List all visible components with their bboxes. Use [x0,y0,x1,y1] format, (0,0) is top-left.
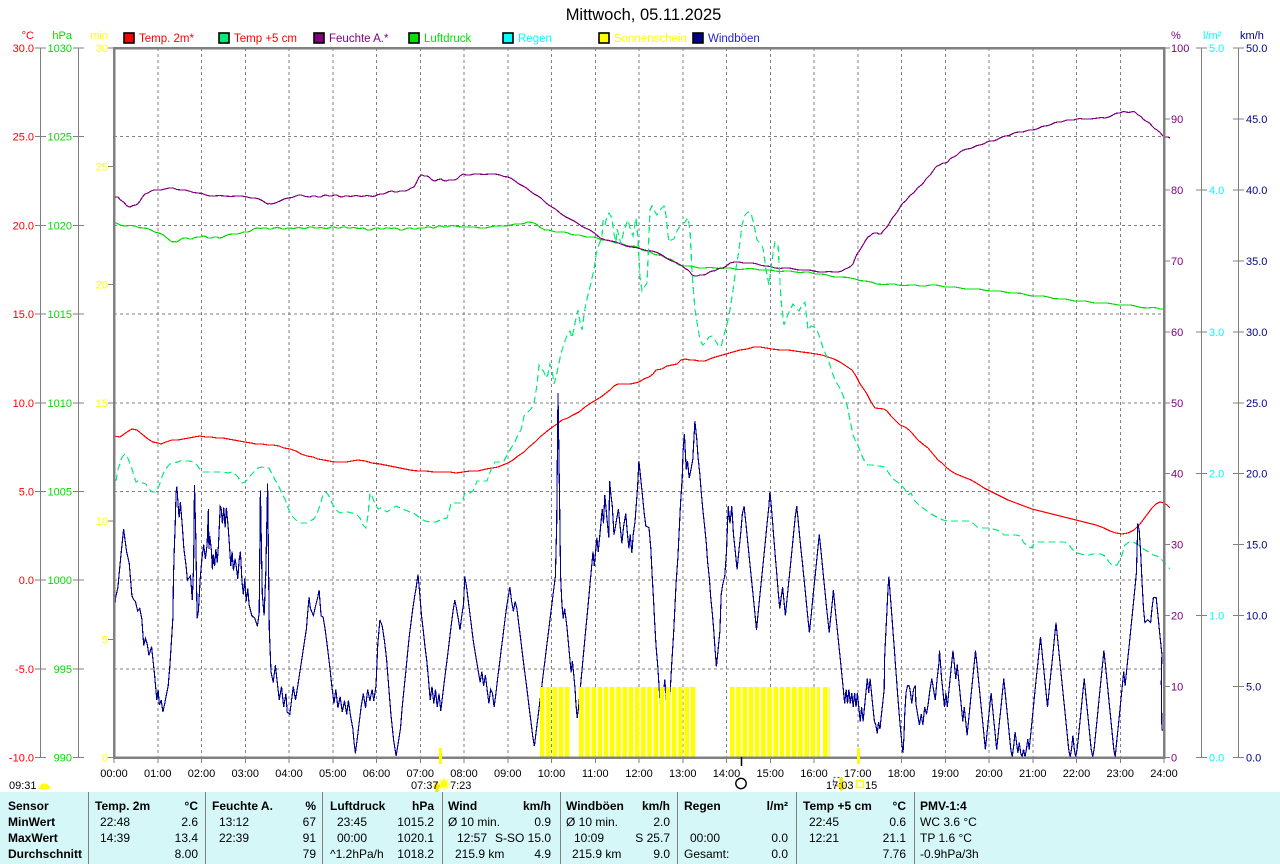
svg-text:09:31: 09:31 [9,780,37,792]
svg-text:30: 30 [96,43,108,55]
svg-text:70: 70 [1171,256,1183,268]
svg-text:30: 30 [1171,540,1183,552]
svg-text:02:00: 02:00 [188,768,216,780]
svg-text:1015: 1015 [48,309,72,321]
svg-text:12:00: 12:00 [625,768,653,780]
svg-text:22:00: 22:00 [1063,768,1091,780]
svg-text:5: 5 [102,634,108,646]
svg-text:Temp +5 cm: Temp +5 cm [234,33,297,45]
svg-text:Feuchte A.*: Feuchte A.* [329,33,389,45]
svg-text:15: 15 [865,780,877,792]
svg-text:0.0: 0.0 [1246,753,1261,765]
svg-text:0: 0 [102,753,108,765]
svg-text:19:00: 19:00 [931,768,959,780]
svg-text:14:00: 14:00 [713,768,741,780]
svg-text:l/m²: l/m² [1203,30,1222,42]
svg-text:Mittwoch, 05.11.2025: Mittwoch, 05.11.2025 [566,6,722,24]
svg-text:18:00: 18:00 [888,768,916,780]
svg-text:20:00: 20:00 [975,768,1003,780]
svg-text:05:00: 05:00 [319,768,347,780]
svg-text:°C: °C [22,30,34,42]
svg-text:1025: 1025 [48,132,72,144]
svg-text:10: 10 [1171,682,1183,694]
svg-text:17:00: 17:00 [844,768,872,780]
svg-text:01:00: 01:00 [144,768,172,780]
svg-text:Sonnenschein: Sonnenschein [614,33,687,45]
svg-text:16:00: 16:00 [800,768,828,780]
svg-text:-5.0: -5.0 [15,664,34,676]
svg-text:Windböen: Windböen [708,33,760,45]
svg-text:07:00: 07:00 [406,768,434,780]
svg-text:45.0: 45.0 [1246,114,1267,126]
svg-text:10:00: 10:00 [538,768,566,780]
svg-text:0: 0 [1171,753,1177,765]
svg-text:80: 80 [1171,185,1183,197]
svg-text:15: 15 [96,398,108,410]
svg-text:0.0: 0.0 [1209,753,1224,765]
svg-text:25.0: 25.0 [1246,398,1267,410]
svg-text:60: 60 [1171,327,1183,339]
svg-text:40: 40 [1171,469,1183,481]
svg-text:-10.0: -10.0 [9,753,34,765]
svg-text:hPa: hPa [52,30,72,42]
svg-text:23:00: 23:00 [1106,768,1134,780]
svg-text:09:00: 09:00 [494,768,522,780]
svg-text:Luftdruck: Luftdruck [424,33,472,45]
svg-text:40.0: 40.0 [1246,185,1267,197]
svg-text:Temp. 2m*: Temp. 2m* [139,33,194,45]
svg-text:11:00: 11:00 [582,768,609,780]
svg-text:1010: 1010 [48,398,72,410]
svg-text:17:03: 17:03 [826,780,854,792]
svg-text:100: 100 [1171,43,1189,55]
svg-text:04:00: 04:00 [275,768,303,780]
svg-text:50: 50 [1171,398,1183,410]
svg-text:min: min [90,30,108,42]
svg-text:21:00: 21:00 [1019,768,1047,780]
svg-text:06:00: 06:00 [363,768,391,780]
svg-text:0.0: 0.0 [19,575,34,587]
svg-text:25: 25 [96,161,108,173]
svg-text:30.0: 30.0 [13,43,34,55]
svg-text:%: % [1171,30,1181,42]
svg-text:7:23: 7:23 [450,780,471,792]
svg-text:00:00: 00:00 [100,768,128,780]
svg-text:3.0: 3.0 [1209,327,1224,339]
svg-text:90: 90 [1171,114,1183,126]
svg-text:03:00: 03:00 [231,768,259,780]
svg-text:990: 990 [54,753,72,765]
svg-text:km/h: km/h [1240,30,1264,42]
svg-text:1.0: 1.0 [1209,611,1224,623]
svg-text:4.0: 4.0 [1209,185,1224,197]
svg-text:20.0: 20.0 [13,220,34,232]
svg-text:15:00: 15:00 [756,768,784,780]
svg-text:10.0: 10.0 [13,398,34,410]
svg-text:Regen: Regen [518,33,552,45]
svg-text:24:00: 24:00 [1150,768,1178,780]
svg-text:30.0: 30.0 [1246,327,1267,339]
svg-text:2.0: 2.0 [1209,469,1224,481]
svg-text:1005: 1005 [48,486,72,498]
svg-text:10.0: 10.0 [1246,611,1267,623]
svg-text:25.0: 25.0 [13,132,34,144]
svg-text:5.0: 5.0 [19,486,34,498]
svg-text:07:37: 07:37 [411,780,439,792]
svg-text:15.0: 15.0 [13,309,34,321]
svg-text:5.0: 5.0 [1246,682,1261,694]
svg-text:35.0: 35.0 [1246,256,1267,268]
svg-text:08:00: 08:00 [450,768,478,780]
svg-text:995: 995 [54,664,72,676]
svg-text:20: 20 [96,280,108,292]
svg-text:1020: 1020 [48,220,72,232]
svg-text:5.0: 5.0 [1209,43,1224,55]
svg-text:10: 10 [96,516,108,528]
svg-text:20: 20 [1171,611,1183,623]
svg-text:1030: 1030 [48,43,72,55]
svg-text:20.0: 20.0 [1246,469,1267,481]
svg-text:50.0: 50.0 [1246,43,1267,55]
svg-text:13:00: 13:00 [669,768,697,780]
svg-text:1000: 1000 [48,575,72,587]
svg-text:15.0: 15.0 [1246,540,1267,552]
